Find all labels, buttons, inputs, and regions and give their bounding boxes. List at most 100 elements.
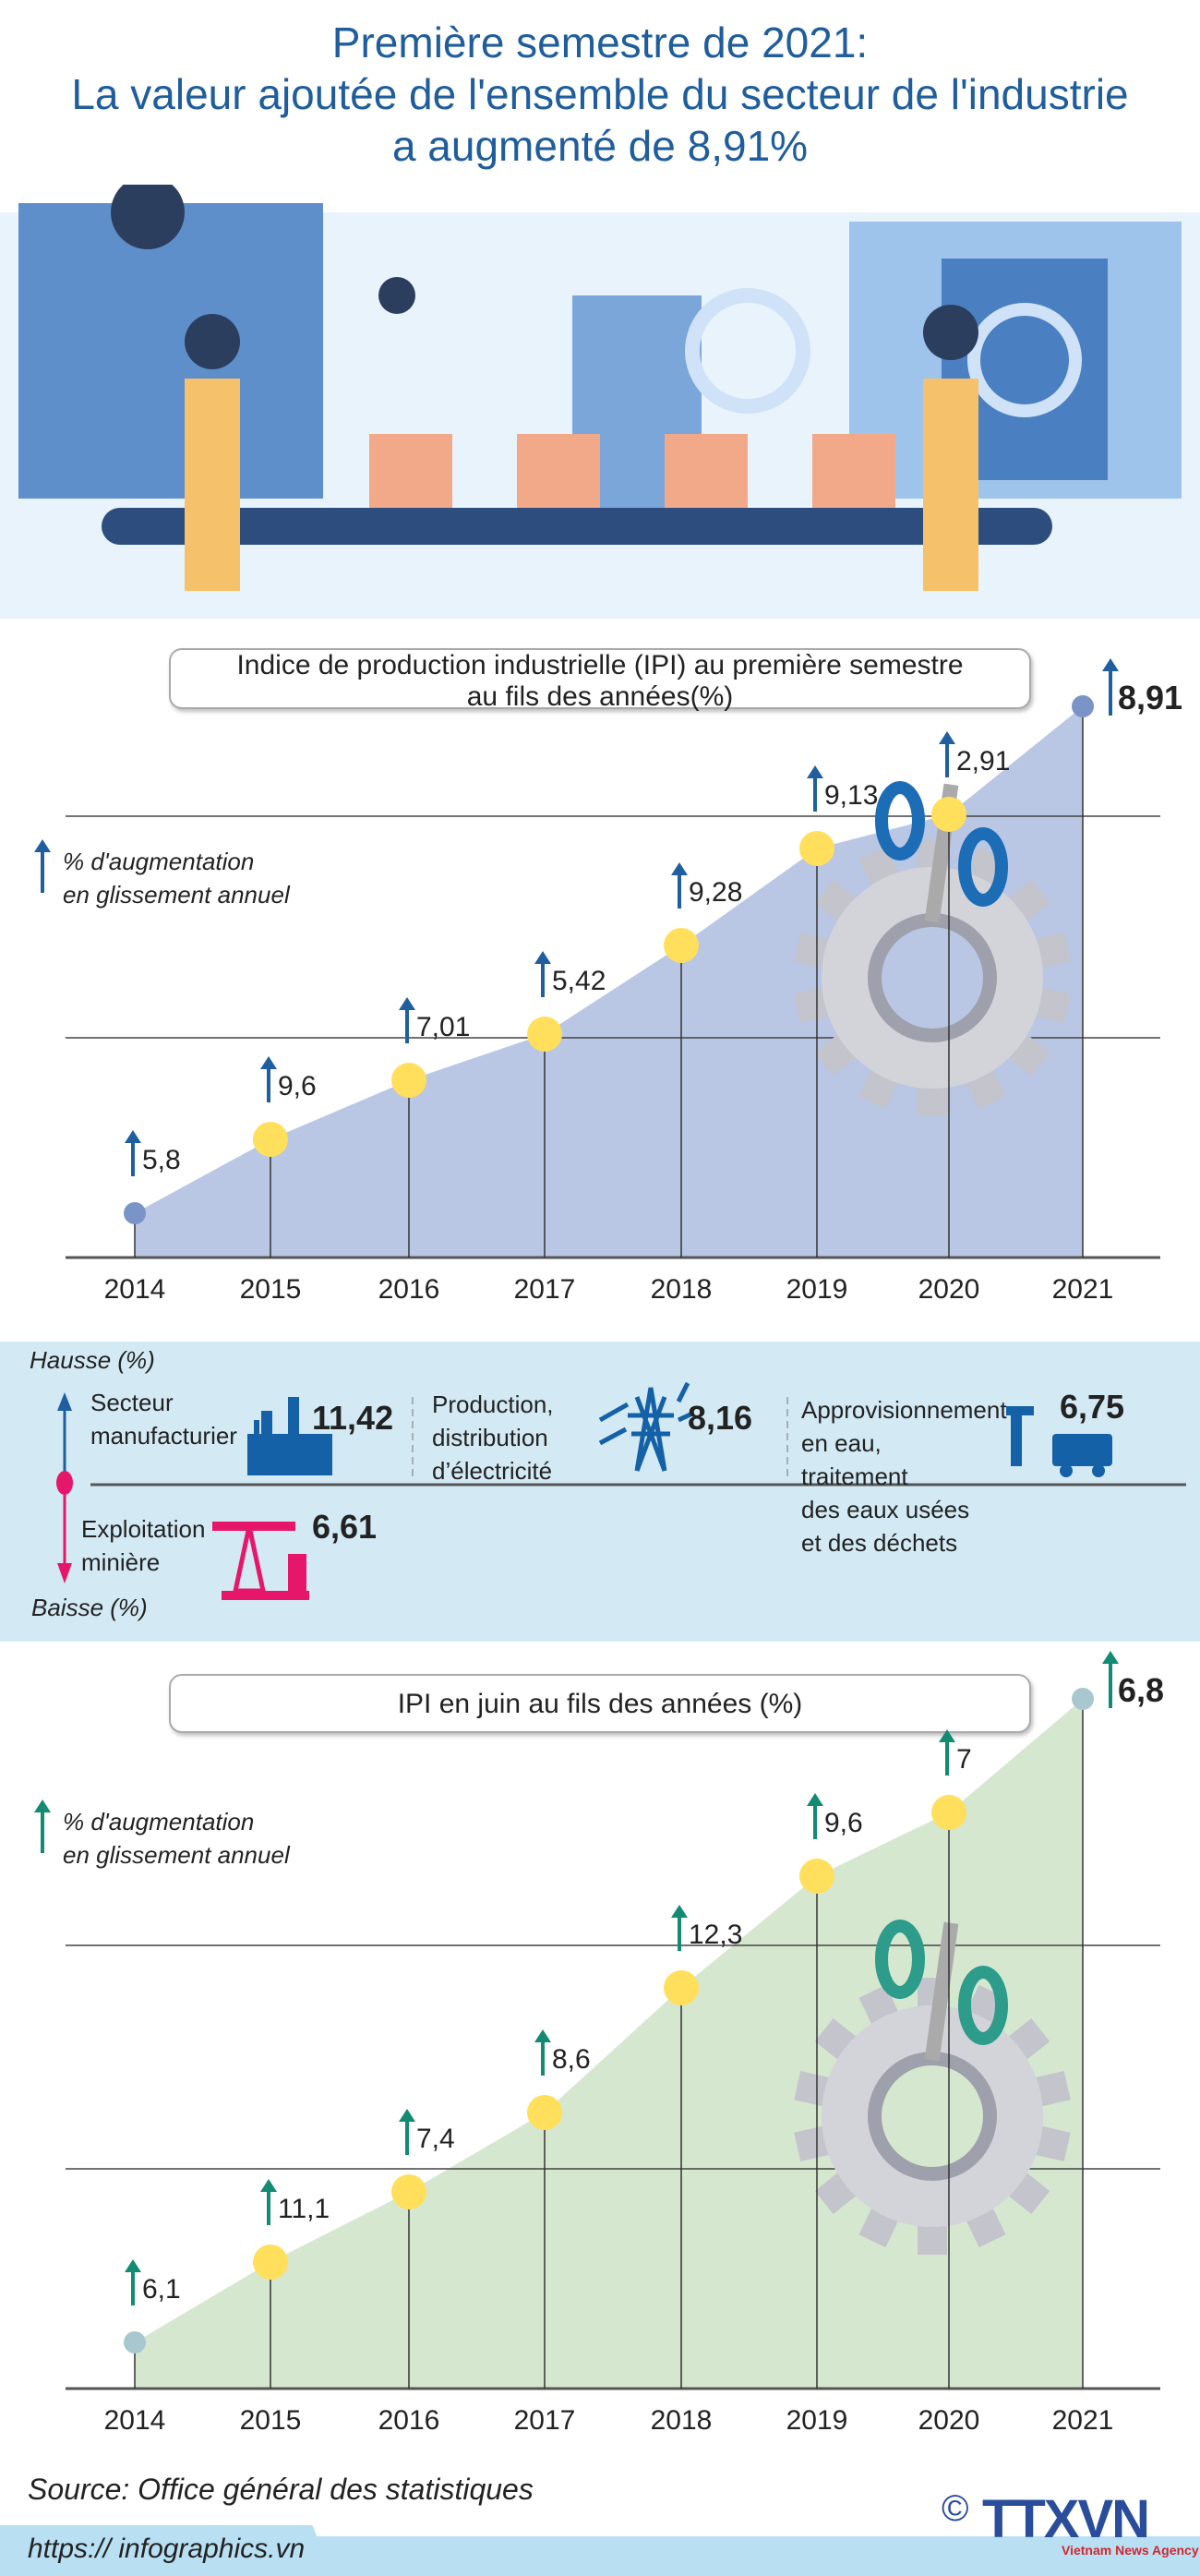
value-label-2019: 9,6	[824, 1808, 863, 1838]
gear-percent-icon	[794, 781, 1071, 1116]
value-label-2021: 6,8	[1118, 1671, 1165, 1709]
area-fill	[135, 706, 1083, 1258]
value-label-2014: 6,1	[142, 2274, 181, 2305]
value-label-2020: 7	[956, 1744, 972, 1775]
value-manufacturing: 11,42	[312, 1399, 394, 1437]
value-label-2014: 5,8	[142, 1145, 181, 1175]
gear-percent-icon	[794, 1920, 1071, 2255]
value-label-2015: 11,1	[278, 2194, 330, 2224]
up-arrow-icon	[399, 2109, 415, 2155]
chart-title-box: IPI en juin au fils des années (%)	[169, 1674, 1031, 1733]
data-point-2018	[664, 1970, 699, 2005]
data-point-2020	[931, 797, 966, 832]
up-arrow-icon	[125, 2259, 141, 2305]
x-tick-label: 2015	[239, 1274, 302, 1305]
up-label: Hausse (%)	[30, 1346, 155, 1374]
factory-icon	[247, 1397, 332, 1475]
value-label-2018: 12,3	[689, 1920, 743, 1950]
data-point-2020	[931, 1795, 966, 1830]
x-tick-label: 2016	[378, 2405, 440, 2436]
up-arrow-icon	[939, 731, 955, 777]
up-arrow-icon	[399, 997, 415, 1043]
data-point-2021	[1072, 1688, 1094, 1710]
website-link[interactable]: https:// infographics.vn	[28, 2534, 306, 2564]
data-point-2019	[799, 1859, 834, 1894]
area-fill	[135, 1699, 1083, 2389]
value-label-2016: 7,01	[416, 1012, 471, 1042]
value-label-2019: 9,13	[824, 780, 879, 811]
data-point-2017	[527, 1017, 562, 1052]
up-arrow-icon	[534, 2029, 551, 2076]
data-point-2016	[391, 1063, 426, 1098]
value-label-2016: 7,4	[416, 2124, 455, 2154]
x-tick-label: 2019	[786, 1274, 848, 1305]
x-tick-label: 2021	[1051, 2405, 1114, 2436]
chart-title: IPI en juin au fils des années (%)	[397, 1689, 803, 1719]
power-tower-icon	[598, 1381, 694, 1472]
up-arrow-icon	[671, 862, 688, 909]
value-mining: 6,61	[312, 1508, 378, 1546]
value-water: 6,75	[1060, 1388, 1125, 1426]
up-arrow-icon	[260, 2179, 277, 2225]
oil-pump-icon	[212, 1522, 309, 1600]
data-point-2018	[664, 928, 699, 963]
value-label-2021: 8,91	[1118, 679, 1183, 716]
data-point-2021	[1072, 695, 1094, 717]
page-title: Première semestre de 2021: La valeur ajo…	[71, 18, 1129, 170]
chart-plot	[66, 1688, 1160, 2390]
data-point-2014	[124, 2331, 146, 2353]
chart-title-box: Indice de production industrielle (IPI) …	[169, 648, 1031, 712]
down-label: Baisse (%)	[31, 1594, 148, 1621]
source-note: Source: Office général des statistiques	[28, 2473, 534, 2506]
x-tick-label: 2017	[513, 1274, 576, 1305]
up-arrow-icon	[807, 765, 823, 812]
sector-panel: Hausse (%) Baisse (%) Secteur manufacturi…	[0, 1342, 1200, 1642]
legend-arrow-icon	[34, 1800, 51, 1853]
up-arrow-icon	[125, 1130, 141, 1176]
x-tick-label: 2019	[786, 2405, 848, 2436]
down-arrow-icon	[57, 1563, 72, 1583]
x-tick-label: 2020	[918, 1274, 980, 1305]
data-point-2019	[799, 831, 834, 866]
chart-title: au fils des années(%)	[466, 681, 734, 712]
sector-label-mining: Exploitation minière	[81, 1515, 206, 1576]
up-arrow-icon	[671, 1905, 688, 1951]
x-tick-label: 2020	[918, 2405, 980, 2436]
data-point-2016	[391, 2174, 426, 2209]
ttxvn-logo: © TTXVN Vietnam News Agency	[942, 2488, 1199, 2558]
x-tick-label: 2014	[103, 2405, 166, 2436]
x-tick-label: 2016	[378, 1274, 440, 1305]
sector-label-manufacturing: Secteur manufacturier	[90, 1389, 237, 1450]
chart-plot	[66, 695, 1160, 1259]
data-point-2014	[124, 1202, 146, 1224]
data-point-2015	[253, 2245, 288, 2280]
value-label-2017: 5,42	[552, 966, 606, 996]
up-arrow-icon	[939, 1729, 955, 1776]
x-tick-label: 2014	[103, 1274, 166, 1305]
sector-label-electricity: Production, distribution d’électricité	[432, 1390, 554, 1485]
up-arrow-icon	[534, 951, 551, 997]
data-point-2017	[527, 2095, 562, 2130]
up-arrow-icon	[260, 1056, 277, 1102]
x-tick-label: 2021	[1051, 1274, 1114, 1305]
value-label-2020: 2,91	[956, 746, 1011, 776]
data-point-2015	[253, 1122, 288, 1157]
value-electricity: 8,16	[688, 1399, 753, 1437]
x-tick-label: 2017	[513, 2405, 576, 2436]
factory-illustration	[0, 185, 1200, 619]
value-label-2015: 9,6	[278, 1071, 317, 1101]
water-tap-truck-icon	[1006, 1406, 1112, 1477]
chart-legend: % d'augmentation en glissement annuel	[63, 848, 290, 909]
up-arrow-icon	[807, 1793, 823, 1839]
value-label-2017: 8,6	[552, 2044, 591, 2075]
up-arrow-icon	[1102, 658, 1119, 716]
chart-legend: % d'augmentation en glissement annuel	[63, 1808, 290, 1869]
x-tick-label: 2018	[650, 1274, 713, 1305]
sector-label-water: Approvisionnement en eau, traitement des ea…	[801, 1396, 1007, 1557]
legend-arrow-icon	[34, 839, 51, 893]
x-tick-label: 2015	[239, 2405, 302, 2436]
chart-title: Indice de production industrielle (IPI) …	[236, 650, 964, 680]
up-arrow-icon	[1102, 1651, 1119, 1708]
x-tick-label: 2018	[650, 2405, 713, 2436]
value-label-2018: 9,28	[689, 877, 743, 908]
